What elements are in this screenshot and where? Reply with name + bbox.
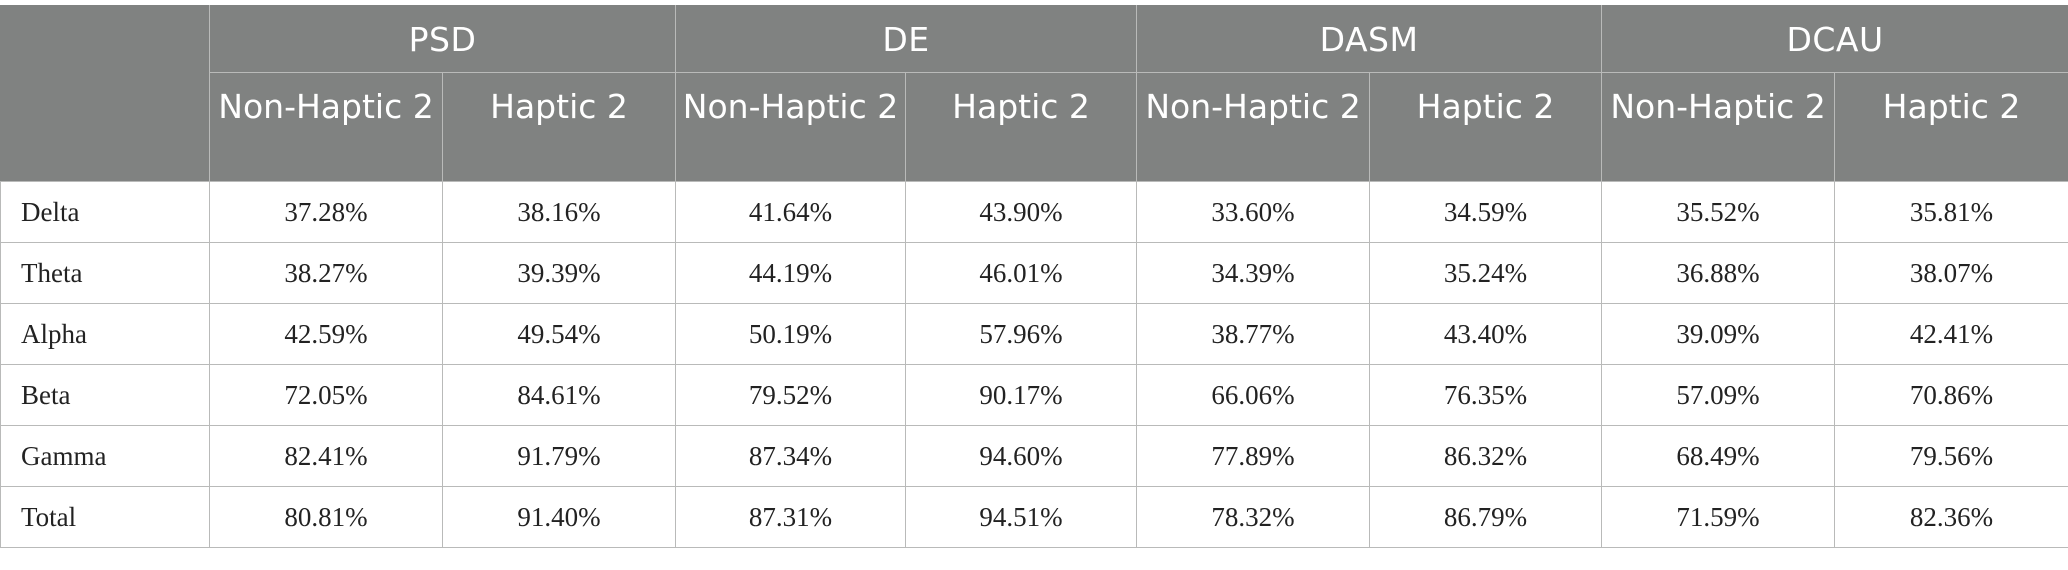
table-cell: 86.79%	[1369, 486, 1603, 548]
table-cell: 50.19%	[675, 303, 907, 365]
table-cell: 38.77%	[1136, 303, 1371, 365]
band-label: Beta	[0, 364, 210, 426]
table-cell: 91.40%	[441, 486, 677, 548]
table-row-total: Total 80.81% 91.40% 87.31% 94.51% 78.32%…	[0, 486, 2068, 548]
table-row-delta: Delta 37.28% 38.16% 41.64% 43.90% 33.60%…	[0, 181, 2068, 243]
table-cell: 35.52%	[1601, 181, 1836, 243]
table-cell: 87.34%	[675, 425, 907, 487]
table-cell: 57.09%	[1601, 364, 1836, 426]
group-header-dcau: DCAU	[1601, 5, 2068, 73]
table-row-theta: Theta 38.27% 39.39% 44.19% 46.01% 34.39%…	[0, 242, 2068, 304]
band-label: Gamma	[0, 425, 210, 487]
band-label: Total	[0, 486, 210, 548]
group-header-psd: PSD	[208, 5, 677, 73]
group-header-row: PSD DE DASM DCAU	[0, 5, 2068, 182]
table-row-gamma: Gamma 82.41% 91.79% 87.34% 94.60% 77.89%…	[0, 425, 2068, 487]
table-body: Delta 37.28% 38.16% 41.64% 43.90% 33.60%…	[0, 181, 2068, 548]
table-cell: 76.35%	[1369, 364, 1603, 426]
table-cell: 43.90%	[905, 181, 1138, 243]
table-cell: 94.60%	[905, 425, 1138, 487]
subheader-haptic-dasm: Haptic 2	[1369, 72, 1603, 182]
table-cell: 82.41%	[209, 425, 443, 487]
table-cell: 38.07%	[1834, 242, 2068, 304]
corner-header-cell	[0, 5, 210, 182]
table-cell: 57.96%	[905, 303, 1138, 365]
subheader-non-haptic-psd: Non-Haptic 2	[209, 72, 443, 182]
table-cell: 38.27%	[209, 242, 443, 304]
table-cell: 38.16%	[441, 181, 677, 243]
table-cell: 70.86%	[1834, 364, 2068, 426]
subheader-haptic-dcau: Haptic 2	[1834, 72, 2068, 182]
subheader-non-haptic-dasm: Non-Haptic 2	[1136, 72, 1371, 182]
table-cell: 42.59%	[209, 303, 443, 365]
table-cell: 80.81%	[209, 486, 443, 548]
table-cell: 82.36%	[1834, 486, 2068, 548]
group-header-dasm: DASM	[1136, 5, 1603, 73]
table-cell: 72.05%	[209, 364, 443, 426]
table-cell: 41.64%	[675, 181, 907, 243]
table-cell: 91.79%	[441, 425, 677, 487]
table-cell: 34.39%	[1136, 242, 1371, 304]
table-header: PSD DE DASM DCAU Non-Haptic 2 Haptic 2 N…	[0, 5, 2068, 182]
table-row-alpha: Alpha 42.59% 49.54% 50.19% 57.96% 38.77%…	[0, 303, 2068, 365]
table-cell: 34.59%	[1369, 181, 1603, 243]
table-cell: 49.54%	[441, 303, 677, 365]
table-cell: 87.31%	[675, 486, 907, 548]
subheader-haptic-de: Haptic 2	[905, 72, 1138, 182]
table-cell: 39.09%	[1601, 303, 1836, 365]
group-header-de: DE	[675, 5, 1138, 73]
table-cell: 78.32%	[1136, 486, 1371, 548]
results-table: PSD DE DASM DCAU Non-Haptic 2 Haptic 2 N…	[0, 5, 2068, 548]
table-cell: 36.88%	[1601, 242, 1836, 304]
table-cell: 66.06%	[1136, 364, 1371, 426]
table-row-beta: Beta 72.05% 84.61% 79.52% 90.17% 66.06% …	[0, 364, 2068, 426]
table-cell: 68.49%	[1601, 425, 1836, 487]
table-cell: 79.56%	[1834, 425, 2068, 487]
band-label: Delta	[0, 181, 210, 243]
table-cell: 43.40%	[1369, 303, 1603, 365]
subheader-non-haptic-dcau: Non-Haptic 2	[1601, 72, 1836, 182]
band-label: Theta	[0, 242, 210, 304]
subheader-haptic-psd: Haptic 2	[441, 72, 677, 182]
table-cell: 79.52%	[675, 364, 907, 426]
table-cell: 39.39%	[441, 242, 677, 304]
table-cell: 35.81%	[1834, 181, 2068, 243]
table-cell: 94.51%	[905, 486, 1138, 548]
table-cell: 35.24%	[1369, 242, 1603, 304]
table-cell: 71.59%	[1601, 486, 1836, 548]
table-cell: 42.41%	[1834, 303, 2068, 365]
subheader-non-haptic-de: Non-Haptic 2	[675, 72, 907, 182]
table-cell: 77.89%	[1136, 425, 1371, 487]
sub-header-row: Non-Haptic 2 Haptic 2 Non-Haptic 2 Hapti…	[1, 72, 2068, 182]
table-cell: 37.28%	[209, 181, 443, 243]
table-cell: 90.17%	[905, 364, 1138, 426]
table-cell: 86.32%	[1369, 425, 1603, 487]
band-label: Alpha	[0, 303, 210, 365]
table-cell: 46.01%	[905, 242, 1138, 304]
table-cell: 33.60%	[1136, 181, 1371, 243]
table-cell: 84.61%	[441, 364, 677, 426]
table-cell: 44.19%	[675, 242, 907, 304]
